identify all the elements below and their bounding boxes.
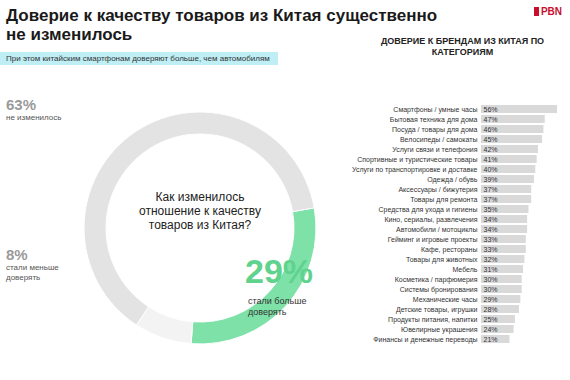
html-text:ДОВЕРИЕ К БРЕНДАМ ИЗ КИТАЯ ПО: ДОВЕРИЕ К БРЕНДАМ ИЗ КИТАЯ ПО КАТЕГОРИЯМ bbox=[380, 36, 545, 57]
svg-text:35%: 35% bbox=[484, 206, 498, 213]
svg-text:31%: 31% bbox=[484, 266, 498, 273]
html-text:не изменилось: не изменилось bbox=[6, 113, 62, 122]
html-text:Как изменилось отношение к кач: Как изменилось отношение к качеству това… bbox=[139, 190, 261, 232]
html-text:При этом китайским смартфонам: При этом китайским смартфонам доверяют б… bbox=[6, 54, 270, 63]
html-text:стали меньше доверять: стали меньше доверять bbox=[6, 263, 59, 282]
svg-text:Финансы и денежные переводы: Финансы и денежные переводы bbox=[373, 336, 477, 344]
svg-text:Косметика / парфюмерия: Косметика / парфюмерия bbox=[395, 276, 478, 284]
svg-text:Кино, сериалы, развлечения: Кино, сериалы, развлечения bbox=[384, 216, 477, 224]
svg-text:Гейминг и игровые проекты: Гейминг и игровые проекты bbox=[388, 236, 478, 244]
svg-text:Услуги по транспортировке и до: Услуги по транспортировке и доставке bbox=[352, 166, 478, 174]
svg-text:29%: 29% bbox=[484, 296, 498, 303]
svg-text:Товары для животных: Товары для животных bbox=[406, 256, 478, 264]
svg-text:37%: 37% bbox=[484, 186, 498, 193]
svg-text:33%: 33% bbox=[484, 236, 498, 243]
svg-text:37%: 37% bbox=[484, 196, 498, 203]
svg-text:Аксессуары / бижутерия: Аксессуары / бижутерия bbox=[398, 186, 477, 194]
html-text:8%: 8% bbox=[6, 246, 28, 263]
svg-text:Мебель: Мебель bbox=[452, 266, 477, 273]
svg-text:Механические часы: Механические часы bbox=[413, 296, 478, 303]
svg-text:40%: 40% bbox=[484, 166, 498, 173]
svg-text:Спортивные и туристические тов: Спортивные и туристические товары bbox=[357, 156, 477, 164]
svg-text:30%: 30% bbox=[484, 286, 498, 293]
svg-text:34%: 34% bbox=[484, 226, 498, 233]
svg-text:42%: 42% bbox=[484, 146, 498, 153]
svg-text:Посуда / товары для дома: Посуда / товары для дома bbox=[392, 126, 478, 134]
html-text:PBN: PBN bbox=[540, 6, 562, 17]
svg-text:46%: 46% bbox=[484, 126, 498, 133]
svg-text:Средства для ухода и гигиены: Средства для ухода и гигиены bbox=[378, 206, 477, 214]
svg-text:Кафе, рестораны: Кафе, рестораны bbox=[421, 246, 478, 254]
svg-text:32%: 32% bbox=[484, 256, 498, 263]
svg-text:Детские товары, игрушки: Детские товары, игрушки bbox=[396, 306, 478, 314]
svg-text:Одежда / обувь: Одежда / обувь bbox=[427, 176, 478, 184]
html-text:63%: 63% bbox=[6, 96, 36, 113]
svg-text:34%: 34% bbox=[484, 216, 498, 223]
svg-text:25%: 25% bbox=[484, 316, 498, 323]
svg-text:Продукты питания, напитки: Продукты питания, напитки bbox=[388, 316, 477, 324]
svg-text:Ювелирные украшения: Ювелирные украшения bbox=[401, 326, 478, 334]
html-text:Доверие к качеству товаров из: Доверие к качеству товаров из Китая суще… bbox=[6, 6, 438, 44]
svg-text:28%: 28% bbox=[484, 306, 498, 313]
svg-text:30%: 30% bbox=[484, 276, 498, 283]
svg-text:21%: 21% bbox=[484, 336, 498, 343]
svg-text:39%: 39% bbox=[484, 176, 498, 183]
svg-text:41%: 41% bbox=[484, 156, 498, 163]
svg-text:Автомобили / мотоциклы: Автомобили / мотоциклы bbox=[396, 226, 477, 234]
html-text:стали больше доверять: стали больше доверять bbox=[248, 296, 307, 317]
svg-text:45%: 45% bbox=[484, 136, 498, 143]
svg-text:Услуги связи и телефония: Услуги связи и телефония bbox=[392, 146, 478, 154]
svg-text:47%: 47% bbox=[484, 116, 498, 123]
html-text:29%: 29% bbox=[245, 252, 314, 290]
svg-text:Велосипеды / самокаты: Велосипеды / самокаты bbox=[400, 136, 478, 144]
svg-text:56%: 56% bbox=[484, 106, 498, 113]
svg-text:Товары для ремонта: Товары для ремонта bbox=[410, 196, 477, 204]
svg-text:Смартфоны / умные часы: Смартфоны / умные часы bbox=[393, 106, 477, 114]
svg-text:Бытовая техника для дома: Бытовая техника для дома bbox=[390, 116, 478, 124]
svg-text:Системы бронирования: Системы бронирования bbox=[400, 286, 478, 294]
svg-text:24%: 24% bbox=[484, 326, 498, 333]
svg-text:33%: 33% bbox=[484, 246, 498, 253]
